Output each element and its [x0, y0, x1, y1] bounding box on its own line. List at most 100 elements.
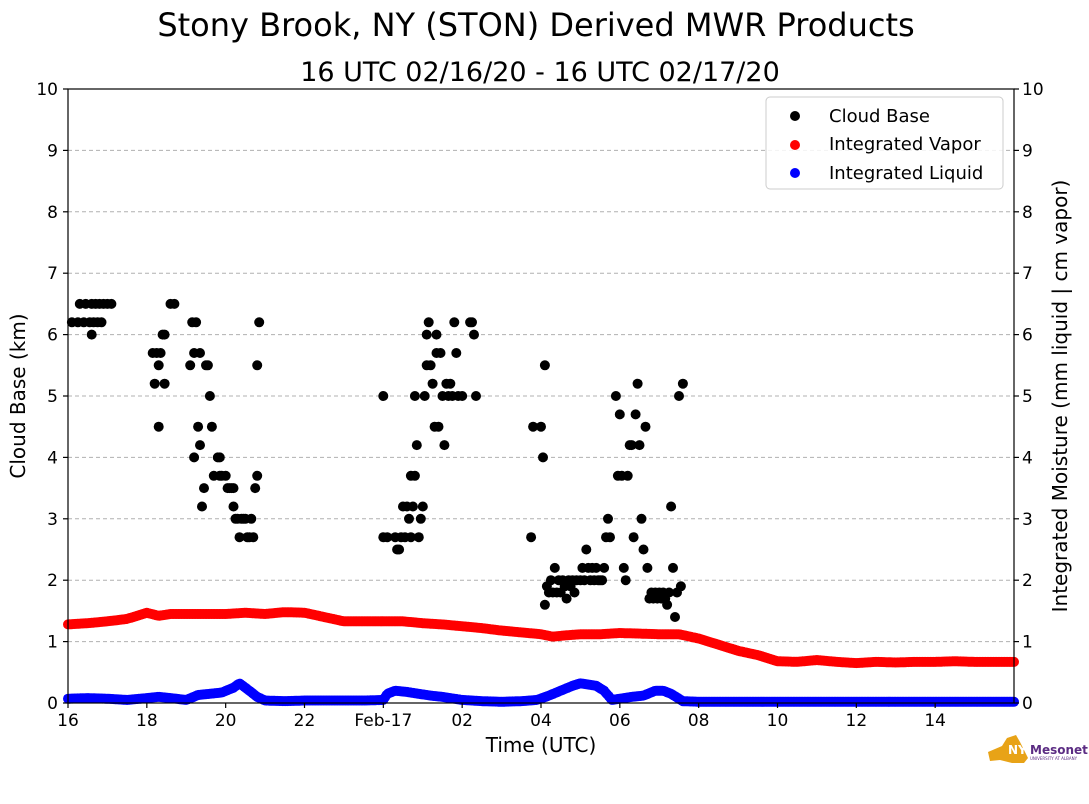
cloud-base-point	[610, 391, 621, 401]
cloud-base-point	[185, 360, 196, 371]
nys-mesonet-logo: NYS Mesonet UNIVERSITY AT ALBANY	[988, 735, 1088, 763]
legend-label-integrated-liquid: Integrated Liquid	[829, 163, 983, 184]
cloud-base-point	[668, 562, 678, 573]
cloud-base-point	[197, 501, 207, 512]
y-tick-label: 1	[47, 633, 58, 653]
cloud-base-point	[675, 581, 686, 592]
cloud-base-point	[419, 391, 430, 401]
cloud-base-point	[425, 360, 436, 371]
cloud-base-point	[220, 470, 231, 481]
y-tick-label: 3	[47, 510, 58, 530]
chart-subtitle: 16 UTC 02/16/20 - 16 UTC 02/17/20	[300, 57, 780, 88]
cloud-base-point	[214, 452, 225, 463]
x-tick-label: 06	[609, 711, 631, 731]
cloud-base-point	[228, 501, 239, 512]
x-tick-label: 02	[451, 711, 473, 731]
x-tick-label: 04	[530, 711, 552, 731]
cloud-base-point	[614, 409, 625, 420]
cloud-base-point	[449, 317, 460, 328]
cloud-base-point	[581, 544, 592, 555]
y-axis-label: Cloud Base (km)	[6, 313, 30, 478]
cloud-base-point	[86, 329, 97, 340]
cloud-base-point	[638, 544, 649, 555]
cloud-base-point	[451, 348, 462, 358]
cloud-base-point	[191, 317, 202, 328]
cloud-base-point	[467, 317, 477, 328]
cloud-base-point	[435, 348, 446, 358]
x-tick-label: 20	[215, 711, 237, 731]
cloud-base-point	[664, 587, 675, 598]
cloud-base-point	[159, 329, 170, 340]
cloud-base-point	[561, 593, 572, 604]
new-york-state-shape-icon	[988, 735, 1028, 763]
y-tick-label: 8	[47, 203, 58, 223]
y-tick-label: 9	[47, 141, 58, 161]
cloud-base-point	[202, 360, 213, 371]
cloud-base-point	[169, 298, 180, 309]
cloud-base-point	[155, 348, 166, 358]
y-right-tick-label: 9	[1022, 141, 1033, 161]
legend: Cloud Base Integrated Vapor Integrated L…	[765, 96, 1004, 190]
cloud-base-point	[469, 329, 479, 340]
cloud-base-point	[433, 421, 444, 432]
y-right-tick-label: 1	[1022, 633, 1033, 653]
cloud-base-point	[545, 575, 556, 586]
y-right-tick-label: 7	[1022, 264, 1033, 284]
cloud-base-point	[417, 501, 428, 512]
cloud-base-point	[204, 391, 215, 401]
cloud-base-point	[248, 532, 259, 543]
legend-marker-cloud-base	[790, 111, 800, 121]
cloud-base-point	[411, 440, 422, 451]
legend-marker-integrated-liquid	[790, 168, 800, 178]
x-tick-label: Feb-17	[354, 711, 412, 731]
cloud-base-point	[195, 348, 205, 358]
cloud-base-point	[632, 378, 643, 389]
x-tick-label: 08	[688, 711, 710, 731]
cloud-base-point	[199, 483, 209, 494]
cloud-base-point	[421, 329, 432, 340]
cloud-base-point	[234, 532, 245, 543]
cloud-base-point	[415, 513, 426, 524]
logo-subtext: UNIVERSITY AT ALBANY	[1030, 756, 1078, 761]
y-right-tick-label: 2	[1022, 571, 1033, 591]
y-tick-label: 6	[47, 326, 58, 346]
cloud-base-point	[636, 513, 647, 524]
cloud-base-point	[666, 501, 677, 512]
cloud-base-point	[404, 513, 414, 524]
y-right-tick-label: 5	[1022, 387, 1033, 407]
y-axis-right-label: Integrated Moisture (mm liquid | cm vapo…	[1048, 180, 1072, 613]
cloud-base-point	[620, 575, 631, 586]
cloud-base-point	[569, 587, 580, 598]
cloud-base-point	[189, 452, 200, 463]
cloud-base-point	[549, 562, 560, 573]
x-tick-label: 22	[294, 711, 316, 731]
logo-text-mesonet: Mesonet	[1030, 743, 1088, 757]
cloud-base-point	[153, 421, 164, 432]
cloud-base-point	[630, 409, 641, 420]
cloud-base-point	[153, 360, 164, 371]
y-tick-label: 5	[47, 387, 58, 407]
cloud-base-point	[599, 562, 610, 573]
cloud-base-point	[394, 544, 405, 555]
y-tick-label: 10	[36, 80, 58, 100]
cloud-base-point	[193, 421, 204, 432]
legend-box	[765, 96, 1004, 190]
y-right-tick-label: 6	[1022, 326, 1033, 346]
cloud-base-point	[471, 391, 481, 401]
legend-label-integrated-vapor: Integrated Vapor	[829, 134, 981, 155]
cloud-base-point	[626, 440, 637, 451]
cloud-base-point	[254, 317, 265, 328]
cloud-base-point	[662, 599, 673, 610]
cloud-base-point	[106, 298, 117, 309]
cloud-base-point	[622, 470, 633, 481]
cloud-base-point	[640, 421, 651, 432]
cloud-base-point	[439, 440, 450, 451]
y-tick-label: 4	[47, 448, 58, 468]
cloud-base-point	[206, 421, 217, 432]
cloud-base-point	[674, 391, 684, 401]
legend-marker-integrated-vapor	[790, 140, 800, 150]
legend-label-cloud-base: Cloud Base	[829, 106, 930, 127]
x-tick-label: 14	[924, 711, 946, 731]
